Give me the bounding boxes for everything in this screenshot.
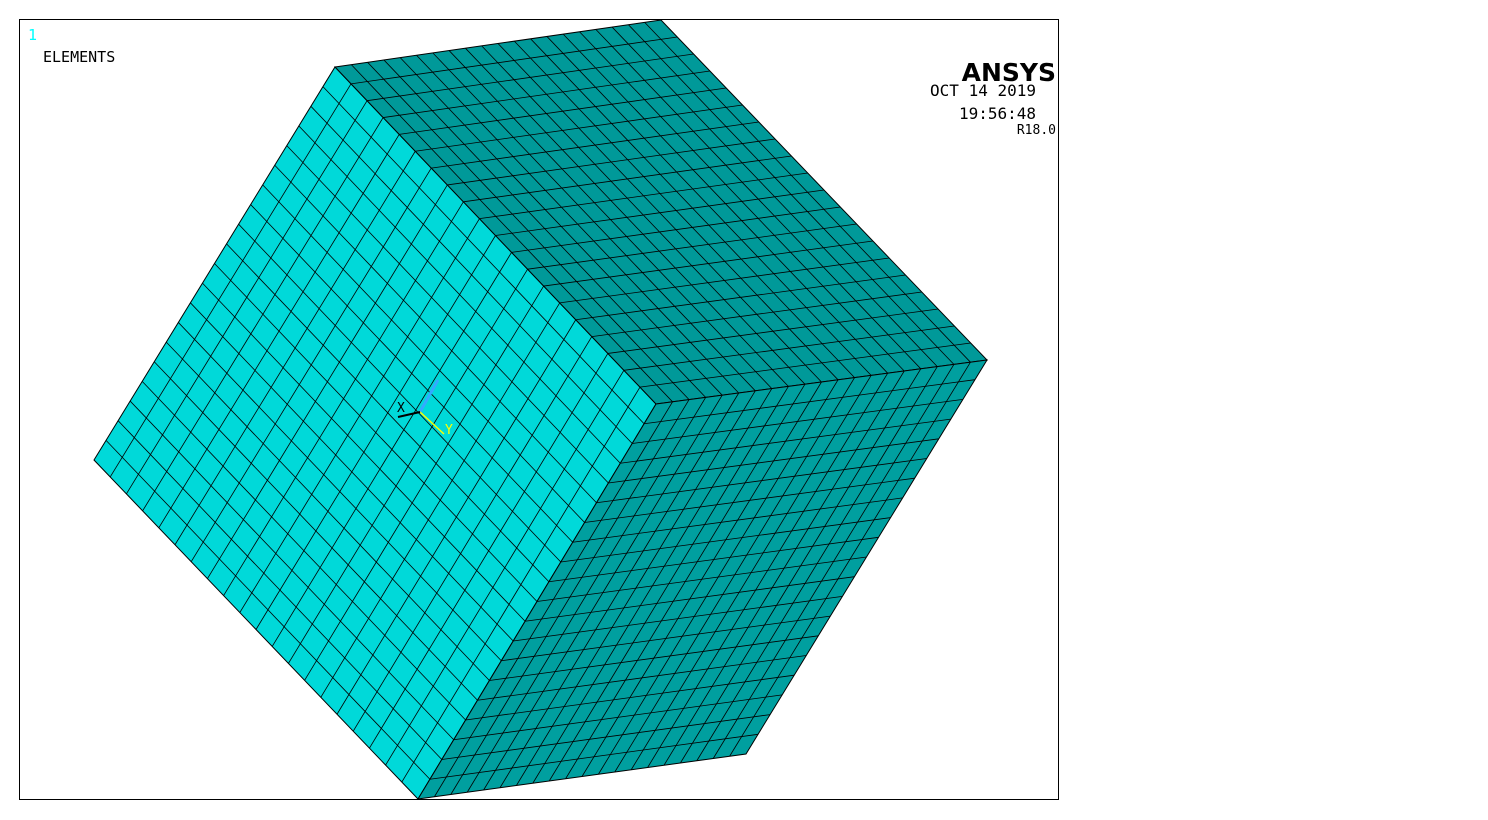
cube-front-face [93,66,657,799]
logo-version: R18.0 [1016,123,1056,138]
mesh-line [598,379,839,775]
logo-text: ANSYS [961,58,1056,87]
mesh-line [226,243,550,583]
plot-date: OCT 14 2019 [930,81,1036,100]
triad-y-axis [419,411,445,435]
mesh-line [712,364,955,759]
mesh-line [271,252,512,647]
mesh-line [611,26,938,367]
mesh-line [607,308,939,354]
element-mesh-plot[interactable] [20,20,1058,799]
mesh-line [441,714,771,760]
mesh-line [304,285,544,681]
graphics-viewport[interactable]: 1 ELEMENTS ANSYS R18.0 OCT 14 2019 19:56… [19,19,1059,800]
triad-x-axis [397,411,421,418]
mesh-line [680,368,922,764]
mesh-line [595,29,922,370]
mesh-line [581,381,822,777]
mesh-line [288,268,528,664]
mesh-line [465,674,795,721]
mesh-line [336,319,577,715]
mesh-line [630,375,872,770]
window-number: 1 [28,26,38,44]
mesh-line [591,291,922,337]
mesh-line [320,302,561,698]
triad-x-label: X [397,401,405,416]
mesh-line [696,366,938,761]
mesh-line [729,361,971,757]
mesh-line [543,240,873,287]
mesh-line [614,377,855,773]
mesh-line [562,33,888,374]
mesh-line [429,733,759,780]
mesh-line [250,204,573,543]
mesh-line [298,125,621,464]
plot-time: 19:56:48 [958,104,1036,123]
mesh-line [514,40,839,381]
coordinate-triad [397,379,445,435]
mesh-line [286,145,609,484]
mesh-line [513,596,843,642]
mesh-line [530,38,855,378]
mesh-line [527,223,857,270]
mesh-line [322,86,645,425]
mesh-line [501,615,831,662]
mesh-line [579,31,905,372]
mesh-line [559,257,890,304]
plot-title: ELEMENTS [43,48,116,66]
mesh-line [489,635,819,681]
mesh-line [262,184,585,523]
mesh-line [575,274,906,321]
cube-top-face [333,20,989,405]
mesh-line [628,24,955,365]
mesh-line [663,370,905,766]
triad-z-axis [418,379,440,413]
mesh-line [511,206,841,253]
mesh-line [546,36,872,376]
mesh-line [623,325,955,371]
mesh-line [214,263,538,602]
mesh-line [401,386,641,783]
mesh-line [310,106,633,444]
triad-y-label: Y [445,423,453,438]
mesh-line [238,223,562,563]
mesh-line [644,22,971,363]
mesh-line [525,576,855,622]
mesh-line [453,694,783,741]
mesh-line [477,655,807,701]
mesh-line [385,370,625,766]
mesh-line [369,353,609,749]
mesh-line [647,372,889,768]
mesh-line [352,336,593,732]
mesh-line [497,43,822,383]
mesh-line [639,342,971,388]
ansys-logo: ANSYS R18.0 [962,22,1056,175]
cube-right-face [417,359,988,799]
mesh-line [274,164,597,504]
